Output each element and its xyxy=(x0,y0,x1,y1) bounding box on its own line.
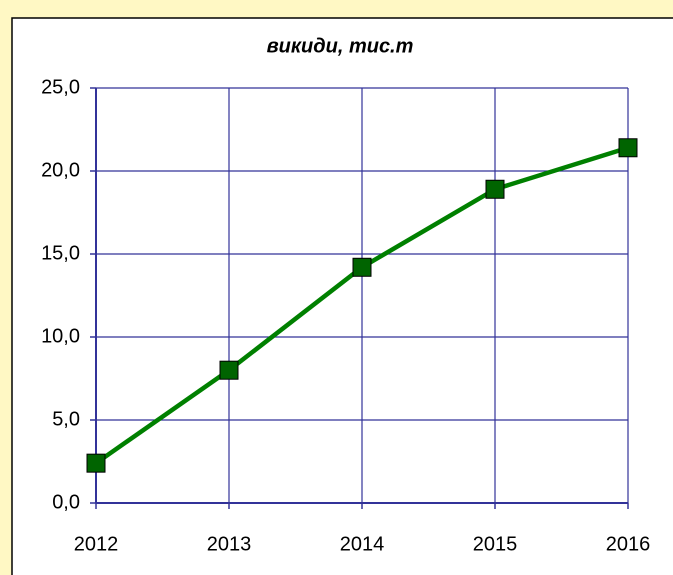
y-tick-label: 0,0 xyxy=(52,491,80,513)
y-tick-label: 20,0 xyxy=(41,159,80,181)
y-tick-label: 10,0 xyxy=(41,325,80,347)
marker xyxy=(86,453,106,473)
chart-title: викиди, тис.т xyxy=(267,35,414,57)
x-tick-label: 2014 xyxy=(340,533,385,555)
y-tick-label: 25,0 xyxy=(41,76,80,98)
x-tick-label: 2013 xyxy=(207,533,252,555)
x-tick-label: 2015 xyxy=(473,533,518,555)
x-tick-label: 2012 xyxy=(74,533,119,555)
y-tick-label: 15,0 xyxy=(41,242,80,264)
x-tick-label: 2016 xyxy=(606,533,651,555)
marker xyxy=(219,360,239,380)
marker xyxy=(618,138,638,158)
y-tick-label: 5,0 xyxy=(52,408,80,430)
marker xyxy=(485,179,505,199)
marker xyxy=(352,257,372,277)
chart-frame xyxy=(11,17,673,575)
